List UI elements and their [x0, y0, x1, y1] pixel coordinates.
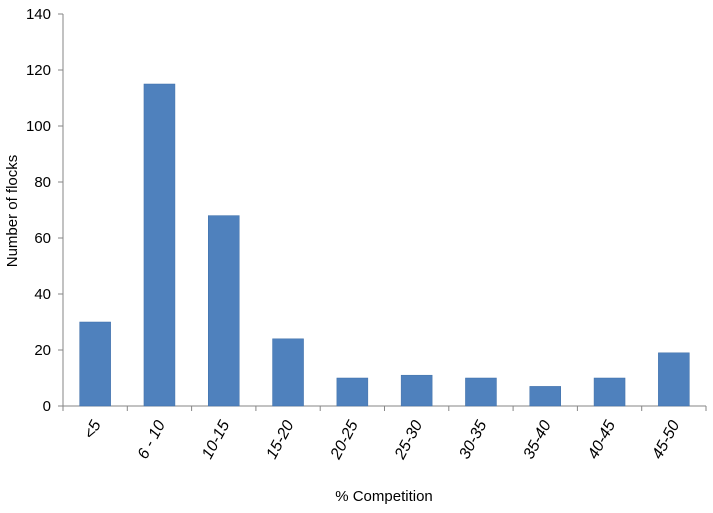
- bar-5: [400, 374, 433, 407]
- x-tick-label: 6 - 10: [135, 418, 169, 462]
- bars: [79, 83, 690, 407]
- y-tick-label: 120: [26, 62, 51, 79]
- x-tick-label: 15-20: [263, 418, 297, 462]
- x-axis: [62, 405, 707, 411]
- bar-3: [272, 338, 304, 407]
- y-axis: [58, 13, 64, 407]
- x-tick-label: 20-25: [327, 418, 362, 463]
- y-tick-labels: 0 20 40 60 80 100 120 140: [26, 6, 51, 415]
- y-tick-label: 80: [34, 174, 51, 191]
- x-tick-label: 40-45: [585, 418, 619, 462]
- y-tick-label: 100: [26, 118, 51, 135]
- bar-0: [79, 321, 111, 407]
- x-tick-label: 25-30: [391, 418, 426, 463]
- y-tick-label: 20: [34, 342, 51, 359]
- bar-6: [465, 377, 497, 407]
- bar-2: [208, 215, 240, 407]
- bar-9: [658, 352, 690, 407]
- y-tick-label: 140: [26, 6, 51, 23]
- x-tick-label: 10-15: [199, 418, 233, 462]
- y-axis-title: Number of flocks: [4, 155, 21, 268]
- bar-1: [143, 83, 176, 407]
- x-tick-labels: <5 6 - 10 10-15 15-20 20-25 25-30 30-35 35-40 40…: [81, 418, 683, 463]
- x-tick-label: <5: [81, 418, 105, 442]
- bar-8: [593, 377, 626, 407]
- y-tick-label: 0: [43, 398, 51, 415]
- x-tick-label: 30-35: [456, 418, 490, 462]
- x-tick-label: 35-40: [521, 418, 555, 462]
- y-tick-label: 60: [34, 230, 51, 247]
- x-axis-title: % Competition: [335, 488, 433, 505]
- bar-7: [529, 386, 561, 407]
- bar-4: [336, 377, 369, 407]
- y-tick-label: 40: [34, 286, 51, 303]
- x-tick-label: 45-50: [649, 418, 683, 462]
